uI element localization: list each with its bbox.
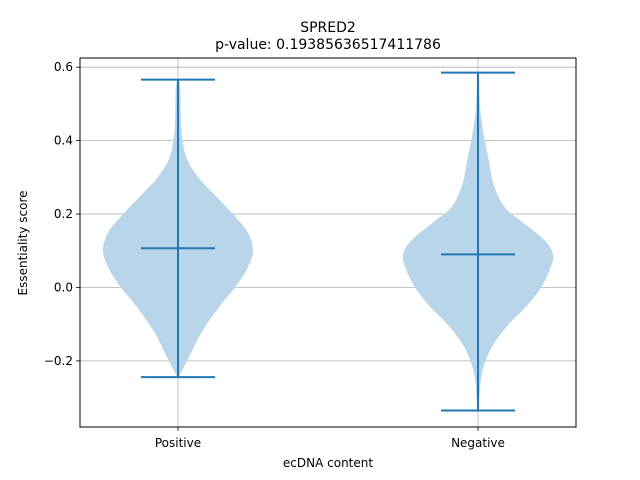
y-tick-label: −0.2 [44, 354, 73, 368]
y-tick-label: 0.2 [54, 207, 73, 221]
chart-title: SPRED2 [300, 20, 356, 36]
x-tick-label: Positive [155, 436, 201, 450]
y-axis-label: Essentiality score [16, 191, 30, 296]
violin-stat-lines [141, 71, 515, 412]
y-tick-label: 0.6 [54, 60, 73, 74]
x-axis-label: ecDNA content [283, 456, 373, 470]
y-tick-label: 0.0 [54, 280, 73, 294]
violin-bodies [102, 68, 554, 411]
x-axis-ticks: Positive Negative [155, 427, 505, 450]
y-axis-ticks: −0.2 0.0 0.2 0.4 0.6 [44, 60, 80, 368]
y-tick-label: 0.4 [54, 134, 73, 148]
chart-subtitle: p-value: 0.19385636517411786 [215, 37, 441, 53]
x-tick-label: Negative [451, 436, 505, 450]
plot-frame [79, 57, 577, 428]
